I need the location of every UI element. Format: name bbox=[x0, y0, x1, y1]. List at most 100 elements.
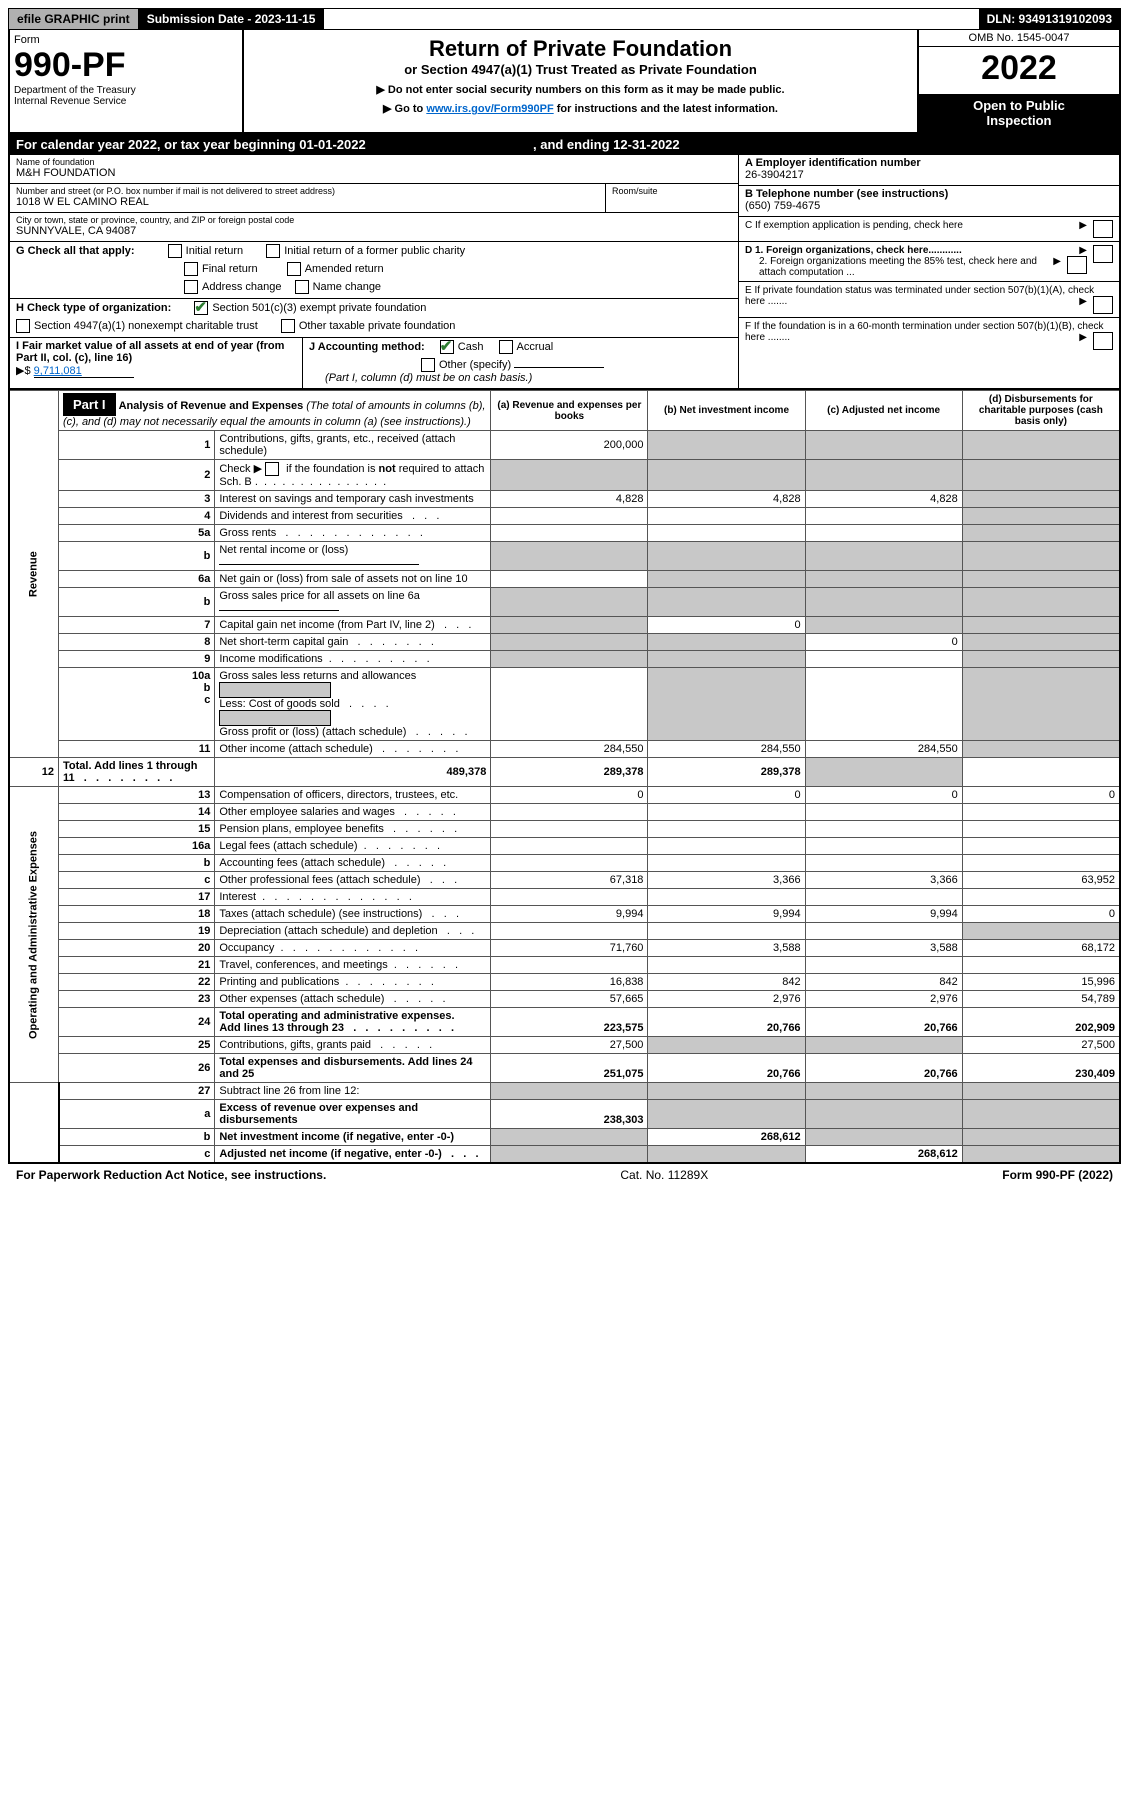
r5ba bbox=[491, 542, 648, 571]
r8d bbox=[962, 634, 1120, 651]
r16cc: 3,366 bbox=[805, 872, 962, 889]
r22a: 16,838 bbox=[491, 974, 648, 991]
d20t: Occupancy bbox=[219, 942, 274, 954]
footer-left: For Paperwork Reduction Act Notice, see … bbox=[16, 1168, 326, 1182]
part1-table: Revenue Part I Analysis of Revenue and E… bbox=[8, 390, 1121, 1164]
a-label: A Employer identification number bbox=[745, 157, 921, 169]
d17: Interest . . . . . . . . . . . . . bbox=[215, 889, 491, 906]
box-10a[interactable] bbox=[219, 682, 331, 698]
street-value: 1018 W EL CAMINO REAL bbox=[16, 196, 599, 208]
r7a bbox=[491, 617, 648, 634]
d19t: Depreciation (attach schedule) and deple… bbox=[219, 925, 437, 937]
cal-post: , and ending 12-31-2022 bbox=[533, 137, 680, 152]
d8t: Net short-term capital gain bbox=[219, 636, 348, 648]
d10b: Less: Cost of goods sold bbox=[219, 698, 339, 710]
r10b-val bbox=[648, 668, 805, 741]
opt-initial-return: Initial return bbox=[186, 245, 243, 257]
r6ad bbox=[962, 571, 1120, 588]
room-cell: Room/suite bbox=[606, 184, 738, 212]
n16c: c bbox=[59, 872, 215, 889]
fmv-link[interactable]: 9,711,081 bbox=[34, 365, 82, 377]
check-cash[interactable] bbox=[440, 340, 454, 354]
n23: 23 bbox=[59, 991, 215, 1008]
footer-center: Cat. No. 11289X bbox=[620, 1168, 708, 1182]
row-22: 22Printing and publications . . . . . . … bbox=[9, 974, 1120, 991]
check-name-change[interactable] bbox=[295, 280, 309, 294]
r6aa bbox=[491, 571, 648, 588]
r13b: 0 bbox=[648, 787, 805, 804]
r5bc bbox=[805, 542, 962, 571]
check-accrual[interactable] bbox=[499, 340, 513, 354]
r2b bbox=[648, 460, 805, 491]
check-initial-return[interactable] bbox=[168, 244, 182, 258]
r14c bbox=[805, 804, 962, 821]
row-9: 9Income modifications . . . . . . . . . bbox=[9, 651, 1120, 668]
d12t: Total. Add lines 1 through 11 bbox=[63, 760, 197, 784]
check-e[interactable] bbox=[1093, 296, 1113, 314]
irs-link[interactable]: www.irs.gov/Form990PF bbox=[426, 103, 553, 115]
r27ac bbox=[805, 1100, 962, 1129]
r21b bbox=[648, 957, 805, 974]
check-d2[interactable] bbox=[1067, 256, 1087, 274]
dln-label: DLN: 93491319102093 bbox=[979, 9, 1120, 29]
open-line1: Open to Public bbox=[973, 98, 1065, 113]
r26c: 20,766 bbox=[805, 1054, 962, 1083]
r26a: 251,075 bbox=[491, 1054, 648, 1083]
n12: 12 bbox=[9, 758, 59, 787]
r24c: 20,766 bbox=[805, 1008, 962, 1037]
check-501c3[interactable] bbox=[194, 301, 208, 315]
title-sub: or Section 4947(a)(1) Trust Treated as P… bbox=[252, 62, 909, 77]
check-4947[interactable] bbox=[16, 319, 30, 333]
d25: Contributions, gifts, grants paid . . . … bbox=[215, 1037, 491, 1054]
d21t: Travel, conferences, and meetings bbox=[219, 959, 387, 971]
r5bb bbox=[648, 542, 805, 571]
d5a: Gross rents . . . . . . . . . . . . bbox=[215, 525, 491, 542]
r27cd bbox=[962, 1146, 1120, 1164]
phone-value: (650) 759-4675 bbox=[745, 200, 820, 212]
r3c: 4,828 bbox=[805, 491, 962, 508]
r19a bbox=[491, 923, 648, 940]
d16b: Accounting fees (attach schedule) . . . … bbox=[215, 855, 491, 872]
row-5b: bNet rental income or (loss) bbox=[9, 542, 1120, 571]
n8: 8 bbox=[59, 634, 215, 651]
n15: 15 bbox=[59, 821, 215, 838]
n21: 21 bbox=[59, 957, 215, 974]
r13d: 0 bbox=[962, 787, 1120, 804]
r16bc bbox=[805, 855, 962, 872]
n9: 9 bbox=[59, 651, 215, 668]
r16aa bbox=[491, 838, 648, 855]
d8: Net short-term capital gain . . . . . . … bbox=[215, 634, 491, 651]
r4b bbox=[648, 508, 805, 525]
r27bc bbox=[805, 1129, 962, 1146]
r10d-val bbox=[962, 668, 1120, 741]
check-amended[interactable] bbox=[287, 262, 301, 276]
check-c[interactable] bbox=[1093, 220, 1113, 238]
r9b bbox=[648, 651, 805, 668]
d5at: Gross rents bbox=[219, 527, 276, 539]
n16b: b bbox=[59, 855, 215, 872]
box-10b[interactable] bbox=[219, 710, 331, 726]
check-f[interactable] bbox=[1093, 332, 1113, 350]
r8b bbox=[648, 634, 805, 651]
r16ca: 67,318 bbox=[491, 872, 648, 889]
r16ab bbox=[648, 838, 805, 855]
check-initial-public[interactable] bbox=[266, 244, 280, 258]
check-other-taxable[interactable] bbox=[281, 319, 295, 333]
check-other-method[interactable] bbox=[421, 358, 435, 372]
check-final-return[interactable] bbox=[184, 262, 198, 276]
city-label: City or town, state or province, country… bbox=[16, 215, 732, 225]
opt-initial-public: Initial return of a former public charit… bbox=[284, 245, 465, 257]
r15a bbox=[491, 821, 648, 838]
check-d1[interactable] bbox=[1093, 245, 1113, 263]
row-20: 20Occupancy . . . . . . . . . . . .71,76… bbox=[9, 940, 1120, 957]
d4: Dividends and interest from securities .… bbox=[215, 508, 491, 525]
d18t: Taxes (attach schedule) (see instruction… bbox=[219, 908, 422, 920]
r4d bbox=[962, 508, 1120, 525]
row-24: 24Total operating and administrative exp… bbox=[9, 1008, 1120, 1037]
d10: Gross sales less returns and allowances … bbox=[215, 668, 491, 741]
check-schb[interactable] bbox=[265, 462, 279, 476]
r20b: 3,588 bbox=[648, 940, 805, 957]
r27b2 bbox=[648, 1083, 805, 1100]
d23: Other expenses (attach schedule) . . . .… bbox=[215, 991, 491, 1008]
check-address-change[interactable] bbox=[184, 280, 198, 294]
